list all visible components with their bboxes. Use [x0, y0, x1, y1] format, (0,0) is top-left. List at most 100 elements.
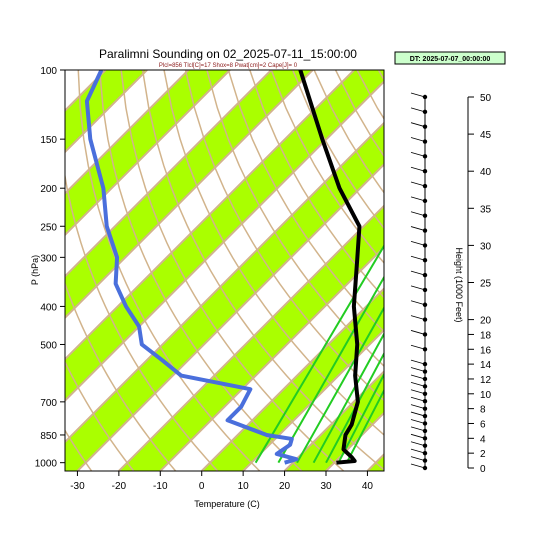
x-tick-label: -30	[70, 481, 85, 492]
height-tick-label: 4	[480, 434, 486, 445]
x-tick-label: -10	[153, 481, 168, 492]
height-tick-label: 6	[480, 419, 486, 430]
date-box	[394, 51, 506, 65]
wind-barb	[410, 315, 426, 320]
wind-barb	[410, 359, 426, 365]
mixing-ratio-line	[296, 305, 384, 464]
dry-adiabat	[65, 429, 93, 471]
y-tick-label: 1000	[35, 459, 58, 470]
wind-barb	[410, 181, 426, 187]
y-tick-label: 100	[40, 66, 57, 77]
x-tick-label: -20	[112, 481, 127, 492]
height-tick-label: 35	[480, 204, 492, 215]
y-tick-label: 150	[40, 135, 57, 146]
mixing-ratio-line	[312, 331, 384, 464]
wind-barb	[410, 241, 426, 246]
dry-adiabat	[249, 70, 384, 299]
height-tick-label: 0	[480, 464, 486, 475]
wind-barb	[410, 166, 426, 172]
wind-barb	[410, 411, 426, 417]
dry-adiabat	[65, 172, 219, 471]
wind-barb	[410, 456, 426, 461]
wind-barb	[410, 433, 426, 439]
x-tick-label: 40	[362, 481, 374, 492]
wind-barb	[410, 211, 426, 217]
wind-barb	[410, 404, 426, 410]
height-tick-label: 16	[480, 345, 492, 356]
dry-adiabat	[227, 70, 384, 333]
wind-barb	[410, 330, 426, 335]
height-tick-label: 12	[480, 375, 492, 386]
chart-title: Paralimni Sounding on 02_2025-07-11_15:0…	[99, 47, 357, 61]
mixing-ratio-line	[337, 372, 384, 464]
plot-frame	[64, 69, 385, 472]
isotherm-line	[65, 121, 384, 444]
dry-adiabat	[65, 281, 177, 471]
wind-barb	[410, 426, 426, 432]
height-tick-label: 20	[480, 316, 492, 327]
wind-barb	[410, 122, 426, 128]
x-tick-label: 10	[238, 481, 250, 492]
height-tick-label: 50	[480, 93, 492, 104]
y-axis-label: P (hPa)	[30, 255, 40, 285]
y-tick-label: 300	[40, 253, 57, 264]
y-tick-label: 700	[40, 398, 57, 409]
wind-barb	[410, 226, 426, 231]
y-tick-label: 400	[40, 302, 57, 313]
wind-barb	[410, 151, 426, 157]
wind-barb	[410, 389, 426, 395]
mixing-ratio-line	[325, 351, 384, 464]
wind-barb	[410, 137, 426, 142]
x-axis-ticks: -30 -20 -10 0 10 20 30 40	[70, 471, 373, 492]
wind-barb	[410, 196, 426, 202]
height-tick-label: 45	[480, 130, 492, 141]
dry-adiabat	[163, 70, 384, 436]
wind-barb-dot	[422, 124, 428, 129]
wind-barb	[410, 285, 426, 291]
x-axis-label: Temperature (C)	[194, 499, 260, 509]
wind-barb	[410, 270, 426, 276]
wind-barb-column	[410, 92, 428, 471]
height-tick-label: 2	[480, 449, 486, 460]
wind-barb	[410, 441, 426, 447]
dry-adiabat	[98, 70, 303, 471]
sounding-profiles	[84, 70, 362, 465]
x-tick-label: 30	[320, 481, 332, 492]
date-box-label: DT: 2025-07-07_00:00:00	[410, 56, 491, 63]
height-tick-label: 10	[480, 390, 492, 401]
wind-barb	[410, 381, 426, 387]
isotherm-line	[65, 70, 190, 195]
temperature-line	[298, 70, 362, 465]
x-tick-label: 20	[279, 481, 291, 492]
mixing-ratio-line	[254, 244, 384, 464]
isotherm-line	[118, 204, 384, 471]
isotherm-line	[65, 70, 148, 154]
chart-subtitle: Plcl=856 Tlcl[C]=17 Shox=8 Pwat[cm]=2 Ca…	[159, 63, 298, 69]
height-tick-label: 30	[480, 241, 492, 252]
height-tick-label: 18	[480, 330, 492, 341]
isotherm-line	[65, 80, 384, 402]
isotherm-line	[201, 287, 384, 471]
isotherm-line	[65, 70, 314, 320]
height-tick-label: 14	[480, 360, 492, 371]
y-tick-label: 250	[40, 222, 57, 233]
wind-barb	[410, 255, 426, 261]
height-tick-label: 8	[480, 405, 486, 416]
isotherm-band	[65, 123, 384, 471]
wind-barb	[410, 367, 426, 372]
height-tick-label: 40	[480, 167, 492, 178]
wind-barb	[410, 374, 426, 380]
y-tick-label: 850	[40, 431, 57, 442]
isotherm-line	[65, 70, 272, 278]
height-axis-label: Height (1000 Feet)	[454, 247, 464, 322]
wind-barb	[410, 419, 426, 424]
dry-adiabat	[141, 70, 384, 471]
dry-adiabat	[65, 360, 135, 471]
dry-adiabat	[206, 70, 384, 368]
isotherm-line	[76, 163, 384, 471]
wind-barb	[410, 107, 426, 113]
isotherm-band	[65, 70, 384, 401]
wind-barb	[410, 448, 426, 454]
